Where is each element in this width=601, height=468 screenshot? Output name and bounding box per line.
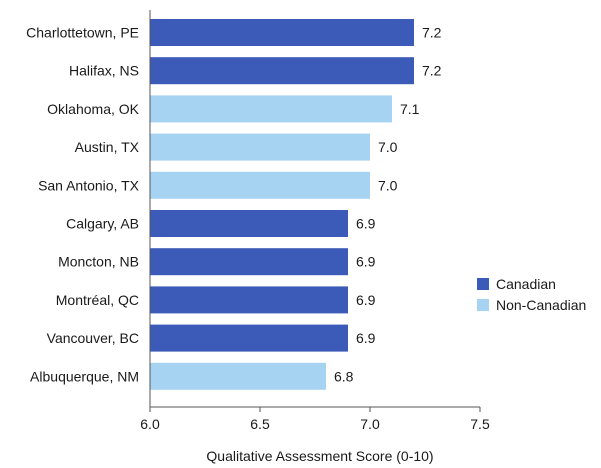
bar (150, 57, 414, 85)
legend-label: Canadian (496, 276, 556, 292)
bar (150, 324, 348, 352)
x-axis-title: Qualitative Assessment Score (0-10) (206, 448, 433, 464)
legend-label: Non-Canadian (496, 297, 586, 313)
bar (150, 133, 370, 161)
value-label: 6.9 (356, 292, 376, 308)
bar (150, 95, 392, 123)
value-label: 7.0 (378, 177, 398, 193)
category-label: Montréal, QC (56, 292, 139, 308)
bar (150, 248, 348, 276)
bar (150, 210, 348, 237)
legend-swatch (477, 278, 489, 290)
value-label: 7.1 (400, 101, 420, 117)
x-tick-label: 6.5 (250, 416, 270, 432)
value-label: 7.2 (422, 25, 442, 41)
value-label: 6.9 (356, 254, 376, 270)
category-label: San Antonio, TX (38, 177, 140, 193)
category-label: Charlottetown, PE (26, 25, 139, 41)
bar (150, 362, 326, 390)
value-label: 7.0 (378, 139, 398, 155)
bar (150, 19, 414, 46)
category-label: Austin, TX (75, 139, 140, 155)
category-label: Albuquerque, NM (30, 368, 139, 384)
value-label: 7.2 (422, 63, 442, 79)
legend-swatch (477, 299, 489, 311)
category-label: Vancouver, BC (47, 330, 139, 346)
bar (150, 286, 348, 314)
category-label: Oklahoma, OK (47, 101, 139, 117)
x-tick-label: 7.0 (360, 416, 380, 432)
x-tick-label: 7.5 (470, 416, 490, 432)
x-tick-label: 6.0 (140, 416, 160, 432)
value-label: 6.9 (356, 216, 376, 232)
value-label: 6.9 (356, 330, 376, 346)
category-label: Calgary, AB (66, 216, 139, 232)
category-label: Halifax, NS (69, 63, 139, 79)
category-label: Moncton, NB (58, 254, 139, 270)
bar (150, 171, 370, 199)
value-label: 6.8 (334, 368, 354, 384)
